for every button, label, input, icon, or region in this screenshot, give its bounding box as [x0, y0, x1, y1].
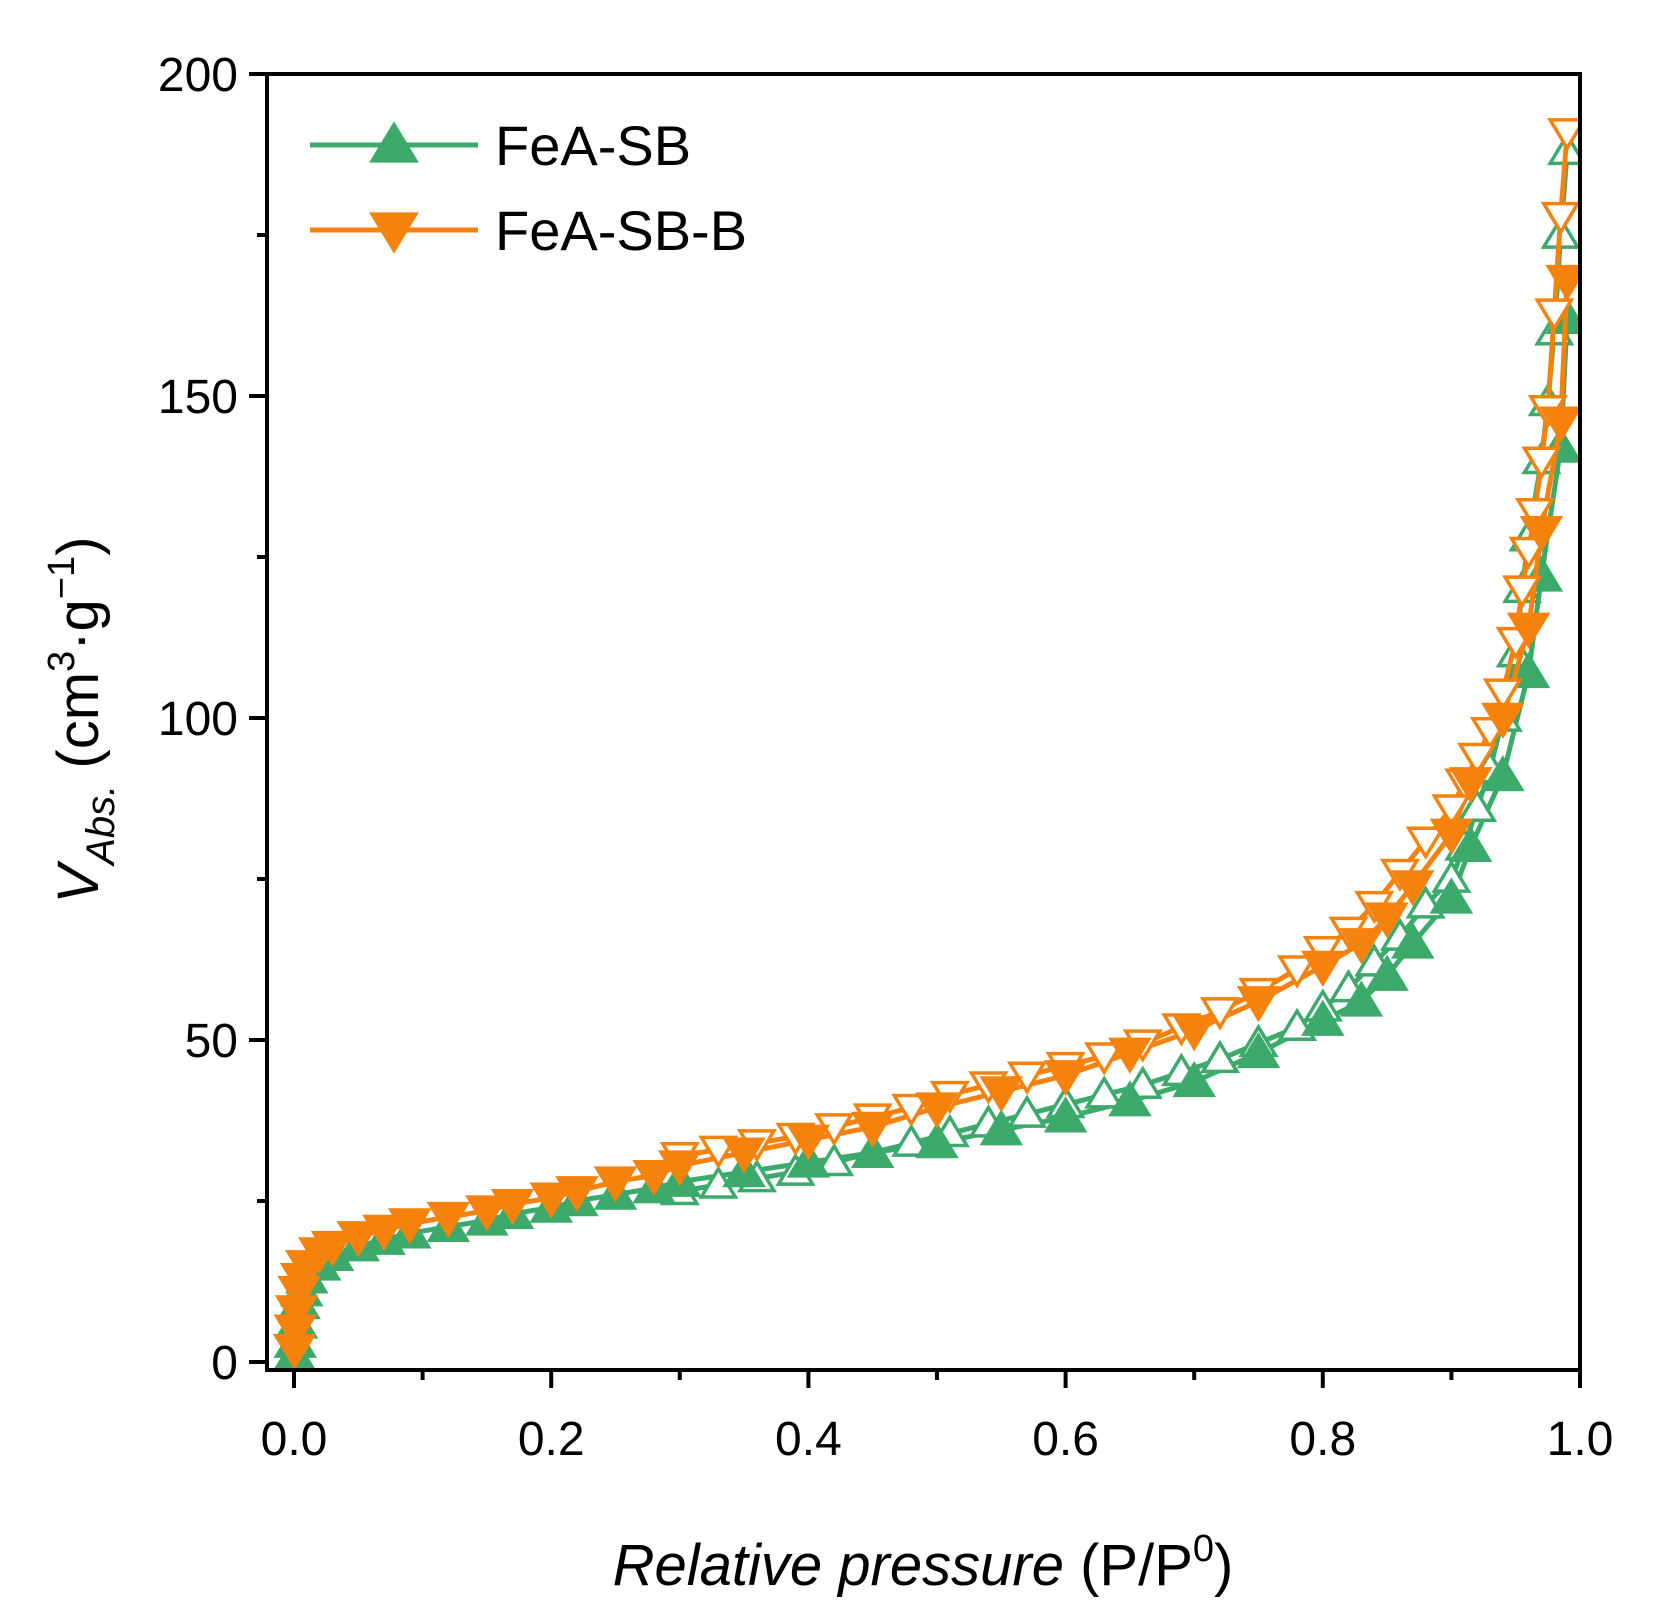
legend-marker-fea-sb: [369, 121, 419, 163]
adsorption-point-fea-sb: [1301, 999, 1345, 1036]
axis-ticks: [249, 72, 1582, 1388]
adsorption-point-fea-sb-b: [1448, 767, 1493, 804]
adsorption-point-fea-sb-b: [658, 1150, 702, 1187]
desorption-point-fea-sb: [891, 1123, 932, 1157]
adsorption-point-fea-sb-b: [722, 1137, 766, 1174]
y-tick-label: 200: [158, 49, 238, 102]
desorption-point-fea-sb-b: [1502, 575, 1543, 609]
desorption-point-fea-sb-b: [1521, 446, 1562, 480]
desorption-point-fea-sb-b: [1540, 201, 1581, 236]
adsorption-point-fea-sb: [1172, 1060, 1216, 1098]
adsorption-point-fea-sb-b: [632, 1159, 676, 1197]
adsorption-point-fea-sb: [1339, 980, 1384, 1017]
adsorption-point-fea-sb-b: [1481, 702, 1525, 739]
adsorption-point-fea-sb-b: [555, 1176, 599, 1213]
adsorption-point-fea-sb-b: [1339, 928, 1384, 965]
x-tick-label: 0.8: [1289, 1413, 1356, 1466]
adsorption-point-fea-sb-b: [786, 1124, 831, 1161]
plot-frame: [265, 72, 1582, 1372]
desorption-point-fea-sb: [1084, 1075, 1125, 1109]
desorption-line-fea-sb: [679, 151, 1570, 1194]
adsorption-point-fea-sb-b: [1545, 264, 1582, 302]
adsorption-point-fea-sb-b: [1236, 986, 1281, 1023]
adsorption-point-fea-sb-b: [1172, 1015, 1216, 1052]
adsorption-point-fea-sb-b: [1429, 818, 1474, 855]
adsorption-point-fea-sb-b: [465, 1195, 509, 1232]
adsorption-point-fea-sb: [850, 1131, 895, 1168]
x-tick-label: 1.0: [1547, 1413, 1614, 1466]
desorption-point-fea-sb-b: [891, 1093, 932, 1128]
adsorption-point-fea-sb: [915, 1122, 959, 1159]
adsorption-point-fea-sb-b: [1108, 1037, 1152, 1074]
desorption-point-fea-sb-b: [1534, 298, 1575, 332]
adsorption-point-fea-sb: [979, 1109, 1024, 1146]
adsorption-point-fea-sb-b: [336, 1221, 381, 1258]
adsorption-point-fea-sb-b: [850, 1111, 895, 1148]
desorption-point-fea-sb: [1199, 1039, 1241, 1074]
adsorption-point-fea-sb-b: [387, 1208, 432, 1245]
desorption-point-fea-sb-b: [1482, 678, 1523, 712]
desorption-point-fea-sb-b: [1431, 794, 1472, 828]
adsorption-point-fea-sb: [1481, 755, 1525, 792]
desorption-point-fea-sb: [1457, 788, 1498, 823]
adsorption-point-fea-sb-b: [979, 1076, 1024, 1113]
x-tick-label: 0.4: [775, 1413, 842, 1466]
adsorption-point-fea-sb-b: [310, 1230, 355, 1268]
adsorption-point-fea-sb-b: [426, 1201, 471, 1239]
y-tick-label: 50: [185, 1015, 238, 1068]
adsorption-point-fea-sb-b: [362, 1214, 406, 1251]
desorption-point-fea-sb: [814, 1142, 855, 1177]
y-tick-labels: 0 50 100 150 200: [158, 49, 238, 1390]
desorption-point-fea-sb-b: [1405, 826, 1446, 860]
adsorption-point-fea-sb-b: [529, 1182, 573, 1219]
y-axis-title: VAbs. (cm3·g−1): [41, 537, 123, 904]
adsorption-point-fea-sb: [1108, 1080, 1152, 1117]
x-tick-label: 0.2: [518, 1413, 585, 1466]
desorption-point-fea-sb-b: [1514, 498, 1556, 532]
adsorption-point-fea-sb-b: [1365, 902, 1409, 939]
desorption-point-fea-sb: [1006, 1094, 1048, 1128]
desorption-point-fea-sb-b: [1199, 997, 1241, 1031]
x-tick-label: 0.6: [1032, 1413, 1099, 1466]
legend-entry-fea-sb-b: FeA-SB-B: [310, 199, 747, 262]
series-layer: [272, 118, 1582, 1371]
x-tick-label: 0.0: [261, 1413, 328, 1466]
desorption-line-fea-sb-b: [679, 131, 1570, 1159]
adsorption-point-fea-sb: [1391, 922, 1435, 959]
adsorption-point-fea-sb: [1365, 954, 1409, 991]
adsorption-point-fea-sb-b: [490, 1188, 535, 1226]
legend-label-fea-sb: FeA-SB: [495, 114, 691, 177]
adsorption-line-fea-sb-b: [292, 279, 1570, 1350]
adsorption-point-fea-sb-b: [1519, 515, 1564, 553]
desorption-point-fea-sb-b: [1084, 1042, 1125, 1076]
adsorption-point-fea-sb-b: [1043, 1060, 1088, 1097]
legend-label-fea-sb-b: FeA-SB-B: [495, 199, 747, 262]
adsorption-point-fea-sb-b: [1301, 950, 1345, 987]
adsorption-point-fea-sb-b: [915, 1092, 959, 1129]
y-tick-label: 150: [158, 371, 238, 424]
desorption-point-fea-sb-b: [1457, 742, 1498, 777]
legend: FeA-SB FeA-SB-B: [310, 114, 747, 262]
desorption-point-fea-sb-b: [1276, 955, 1318, 989]
desorption-point-fea-sb-b: [1547, 118, 1582, 152]
x-tick-labels: 0.0 0.2 0.4 0.6 0.8 1.0: [261, 1413, 1614, 1466]
legend-marker-fea-sb-b: [369, 212, 419, 254]
desorption-point-fea-sb-b: [1508, 536, 1549, 571]
adsorption-point-fea-sb-b: [1538, 406, 1582, 443]
adsorption-point-fea-sb: [1236, 1031, 1281, 1069]
adsorption-point-fea-sb-b: [593, 1166, 638, 1203]
y-tick-label: 0: [211, 1337, 238, 1390]
adsorption-point-fea-sb-b: [1506, 612, 1551, 649]
y-tick-label: 100: [158, 693, 238, 746]
adsorption-point-fea-sb: [1043, 1096, 1088, 1133]
adsorption-point-fea-sb: [1448, 825, 1493, 863]
adsorption-point-fea-sb: [1429, 877, 1474, 914]
adsorption-point-fea-sb-b: [1391, 870, 1435, 907]
legend-entry-fea-sb: FeA-SB: [310, 114, 691, 177]
x-axis-title: Relative pressure (P/P0): [613, 1528, 1234, 1598]
